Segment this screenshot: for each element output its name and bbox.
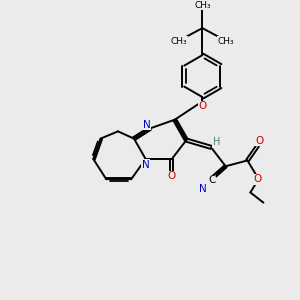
Text: CH₃: CH₃ <box>171 37 188 46</box>
Text: N: N <box>142 120 150 130</box>
Text: CH₃: CH₃ <box>217 37 234 46</box>
Text: N: N <box>200 184 207 194</box>
Text: CH₃: CH₃ <box>194 1 211 10</box>
Text: O: O <box>168 171 176 182</box>
Text: C: C <box>208 175 215 185</box>
Text: O: O <box>254 174 262 184</box>
Text: N: N <box>142 160 149 170</box>
Text: O: O <box>255 136 263 146</box>
Text: O: O <box>198 101 206 111</box>
Text: H: H <box>213 137 220 147</box>
